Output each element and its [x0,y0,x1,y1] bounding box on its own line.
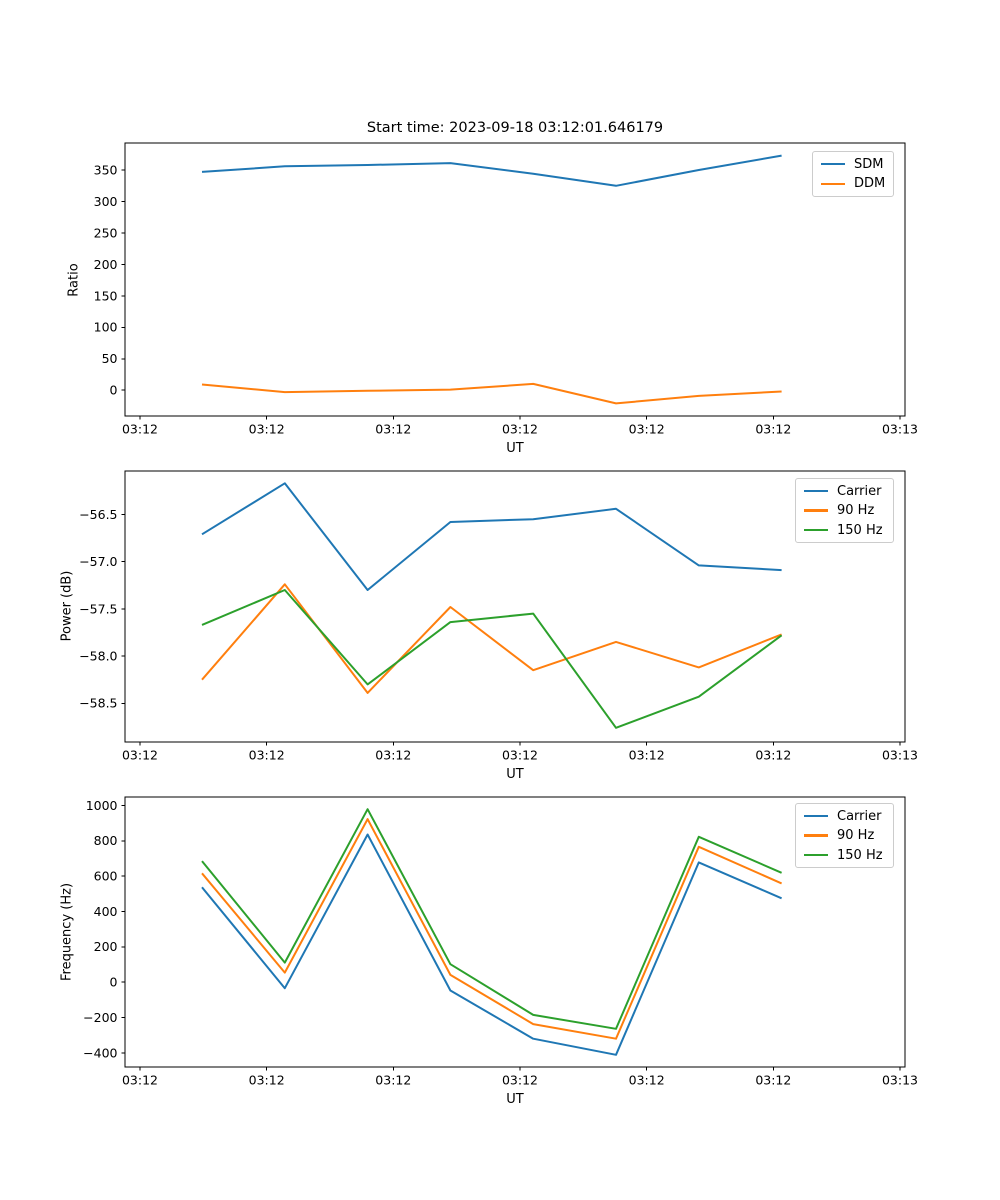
legend-item-90hz: 90 Hz [804,828,893,843]
x-tick-label: 03:12 [375,748,411,763]
legend-line-sample [804,489,828,493]
y-tick-label: 400 [94,904,118,919]
x-tick-label: 03:13 [882,748,918,763]
x-tick-label: 03:13 [882,422,918,437]
y-tick-label: 350 [94,162,118,177]
legend-item-150hz: 150 Hz [804,523,893,538]
x-tick-label: 03:12 [755,748,791,763]
x-tick-label: 03:12 [375,422,411,437]
series-line-sdm [201,154,782,187]
x-tick-label: 03:12 [122,1073,158,1088]
y-tick-label: 100 [94,320,118,335]
x-tick-label: 03:12 [249,422,285,437]
legend-label: SDM [854,156,884,172]
y-tick-label: −57.5 [79,601,117,616]
legend-label: Carrier [837,808,882,824]
y-tick-label: 1000 [86,798,118,813]
y-tick-label: −58.0 [79,648,117,663]
y-tick-label: −200 [83,1010,117,1025]
x-tick-label: 03:12 [502,1073,538,1088]
legend-frequency: Carrier 90 Hz 150 Hz [795,803,894,868]
plot-frame [124,142,906,417]
ylabel-frequency: Frequency (Hz) [59,882,75,982]
legend-power: Carrier 90 Hz 150 Hz [795,478,894,543]
legend-item-carrier: Carrier [804,809,893,824]
x-tick-label: 03:12 [249,748,285,763]
y-tick-label: 800 [94,833,118,848]
legend-item-150hz: 150 Hz [804,848,893,863]
legend-label: DDM [854,176,886,192]
series-line-90-hz [201,583,782,694]
ylabel-power: Power (dB) [59,570,75,642]
legend-item-ddm: DDM [821,176,893,191]
x-tick-label: 03:12 [755,1073,791,1088]
y-tick-label: 250 [94,225,118,240]
y-tick-label: −58.5 [79,696,117,711]
series-line-150-hz [201,808,782,1030]
y-tick-label: 600 [94,869,118,884]
y-tick-label: 200 [94,939,118,954]
legend-label: 90 Hz [837,503,875,518]
legend-line-sample [804,509,828,512]
x-tick-label: 03:12 [502,748,538,763]
x-tick-label: 03:12 [375,1073,411,1088]
legend-ratio: SDM DDM [812,151,894,197]
x-tick-label: 03:12 [629,422,665,437]
legend-line-sample [804,814,828,818]
legend-line-sample [821,162,845,166]
legend-item-carrier: Carrier [804,484,893,499]
y-tick-label: 50 [102,351,118,366]
legend-label: 150 Hz [837,847,883,863]
y-tick-label: 150 [94,288,118,303]
plot-frame [124,796,906,1068]
legend-label: Carrier [837,483,882,499]
x-tick-label: 03:12 [629,1073,665,1088]
x-tick-label: 03:12 [629,748,665,763]
x-tick-label: 03:13 [882,1073,918,1088]
y-tick-label: 0 [110,975,118,990]
legend-line-sample [804,853,828,857]
xlabel-ut-bottom: UT [506,1092,524,1107]
legend-label: 90 Hz [837,828,875,843]
figure-title: Start time: 2023-09-18 03:12:01.646179 [366,120,664,136]
x-tick-label: 03:12 [249,1073,285,1088]
x-tick-label: 03:12 [122,422,158,437]
xlabel-ut-middle: UT [506,767,524,782]
legend-line-sample [804,528,828,532]
legend-item-sdm: SDM [821,157,893,172]
xlabel-ut-top: UT [506,441,524,456]
x-tick-label: 03:12 [755,422,791,437]
series-line-carrier [201,482,782,591]
y-tick-label: −57.0 [79,554,117,569]
y-tick-label: −400 [83,1045,117,1060]
series-line-carrier [201,833,782,1056]
y-tick-label: 0 [110,383,118,398]
y-tick-label: 300 [94,194,118,209]
legend-item-90hz: 90 Hz [804,503,893,518]
legend-line-sample [821,182,845,186]
legend-label: 150 Hz [837,522,883,538]
series-line-150-hz [201,589,783,729]
series-line-90-hz [201,818,783,1040]
ylabel-ratio: Ratio [66,263,82,297]
y-tick-label: −56.5 [79,507,117,522]
series-line-ddm [201,382,782,405]
plot-frame [124,470,906,743]
legend-line-sample [804,834,828,837]
y-tick-label: 200 [94,257,118,272]
x-tick-label: 03:12 [122,748,158,763]
x-tick-label: 03:12 [502,422,538,437]
